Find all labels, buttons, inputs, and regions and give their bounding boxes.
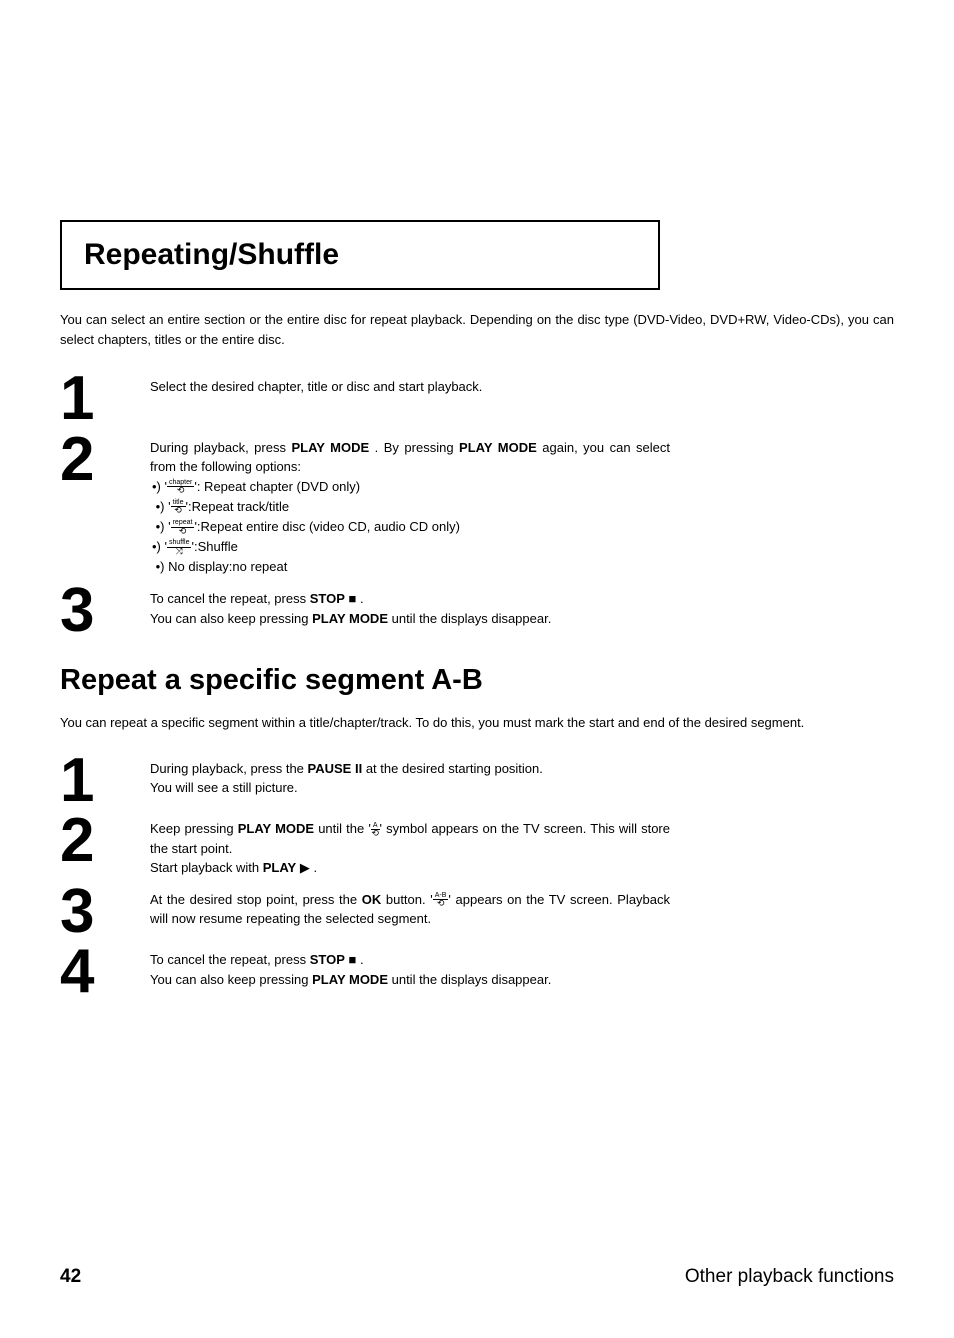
step-number: 2 [60,434,150,487]
key-label: PLAY MODE [238,821,314,836]
key-label: OK [362,892,382,907]
step-text: To cancel the repeat, press STOP ■ . You… [150,946,670,989]
option-item: •) 'title⟲':Repeat track/title [152,497,670,517]
step-number: 4 [60,946,150,999]
step-row: 4 To cancel the repeat, press STOP ■ . Y… [60,946,894,999]
repeat-ab-icon: A-B⟲ [433,893,449,907]
step-row: 2 During playback, press PLAY MODE . By … [60,434,894,578]
step-row: 1 During playback, press the PAUSE II at… [60,755,894,808]
step-number: 2 [60,815,150,868]
option-item: •) 'shuffle⤨':Shuffle [152,537,670,557]
step-text: During playback, press PLAY MODE . By pr… [150,434,670,578]
option-item: •) No display:no repeat [152,557,670,577]
option-item: •) 'repeat⟲':Repeat entire disc (video C… [152,517,670,537]
section2-intro: You can repeat a specific segment within… [60,713,894,733]
step-number: 3 [60,886,150,939]
footer: 42 Other playback functions [0,1266,954,1288]
section2-heading: Repeat a specific segment A-B [60,664,894,697]
step-number: 1 [60,373,150,426]
step-row: 3 To cancel the repeat, press STOP ■ . Y… [60,585,894,638]
step-number: 1 [60,755,150,808]
key-label: PAUSE [308,761,352,776]
section-heading: Repeating/Shuffle [84,238,636,272]
key-label: STOP [310,952,345,967]
repeat-disc-icon: repeat⟲ [171,520,195,534]
play-icon: ▶ [300,860,310,875]
key-label: PLAY [263,860,296,875]
section-heading-box: Repeating/Shuffle [60,220,660,290]
repeat-a-icon: A⟲ [371,823,380,837]
step-text: To cancel the repeat, press STOP ■ . You… [150,585,670,628]
section1-intro: You can select an entire section or the … [60,310,894,349]
shuffle-icon: shuffle⤨ [167,540,192,554]
key-label: PLAY MODE [312,972,388,987]
step-number: 3 [60,585,150,638]
step-row: 1 Select the desired chapter, title or d… [60,373,894,426]
option-item: •) 'chapter⟲': Repeat chapter (DVD only) [152,477,670,497]
step-row: 2 Keep pressing PLAY MODE until the 'A⟲'… [60,815,894,878]
key-label: PLAY MODE [312,611,388,626]
step-row: 3 At the desired stop point, press the O… [60,886,894,939]
key-label: STOP [310,591,345,606]
repeat-title-icon: title⟲ [171,500,186,514]
step-text: Select the desired chapter, title or dis… [150,373,670,397]
step-text: At the desired stop point, press the OK … [150,886,670,929]
repeat-chapter-icon: chapter⟲ [167,480,194,494]
footer-title: Other playback functions [685,1266,894,1288]
page-number: 42 [60,1266,81,1288]
step-text: Keep pressing PLAY MODE until the 'A⟲' s… [150,815,670,878]
key-label: PLAY MODE [459,440,537,455]
key-label: PLAY MODE [291,440,369,455]
step-text: During playback, press the PAUSE II at t… [150,755,670,798]
